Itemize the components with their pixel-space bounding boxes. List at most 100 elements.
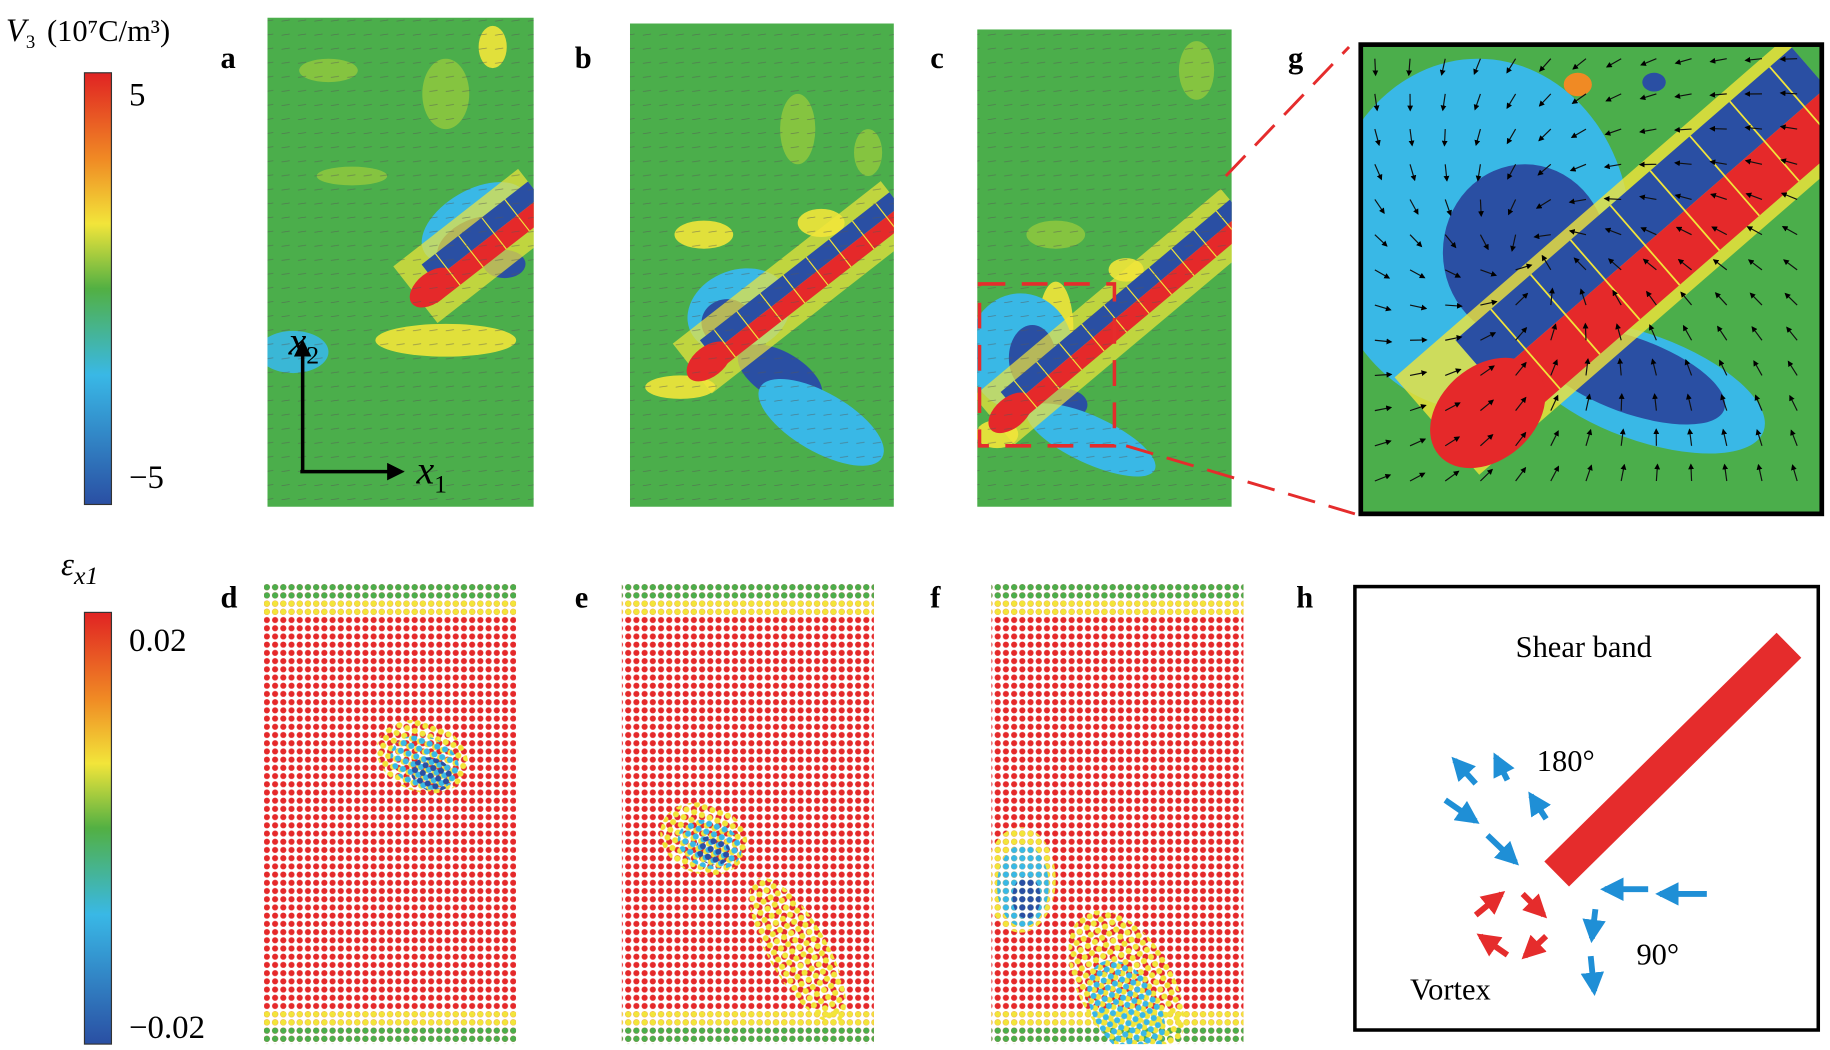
field-arrow: [1445, 302, 1463, 309]
field-arrow: [1571, 93, 1587, 105]
subscript: 1: [434, 470, 447, 499]
field-arrow: [1374, 199, 1385, 215]
band-seg: [1609, 204, 1681, 286]
field-arrow: [1506, 58, 1517, 74]
field-arrow: [1640, 227, 1657, 236]
dots-top2: [263, 599, 517, 616]
field-arrow: [1720, 393, 1728, 411]
vector-arrow: [1451, 756, 1478, 786]
field-arrow: [1744, 158, 1763, 165]
panel-label: a: [221, 41, 236, 75]
field-arrow: [1372, 58, 1379, 77]
colorbar-label: εx1: [61, 547, 98, 590]
field-arrow: [1585, 464, 1593, 482]
subscript: x1: [73, 561, 98, 590]
field-arrow: [1652, 393, 1658, 411]
field-arrow: [1686, 393, 1693, 411]
field-arrow: [1639, 194, 1657, 201]
field-arrow: [1444, 436, 1461, 447]
field-arrow: [1674, 193, 1692, 201]
band-seg: [1490, 308, 1561, 390]
field-arrow: [1374, 304, 1392, 312]
field-arrow: [1515, 396, 1527, 411]
field-arrow: [1789, 394, 1798, 411]
field-arrow: [1674, 160, 1692, 167]
field-arrow: [1710, 193, 1727, 201]
field-arrow: [1550, 394, 1559, 411]
subscript: 2: [306, 341, 319, 370]
field-arrow: [1478, 199, 1484, 218]
dots-top2: [621, 599, 874, 616]
field-arrow: [1585, 428, 1593, 446]
dots-top2: [991, 599, 1244, 616]
field-arrow: [1582, 322, 1589, 341]
field-arrow: [1374, 269, 1391, 279]
field-arrow: [1604, 227, 1622, 236]
field-arrow: [1755, 429, 1763, 446]
field-arrow: [1374, 371, 1393, 378]
patch: [1642, 72, 1666, 92]
field-arrow: [1604, 128, 1622, 136]
field-arrow: [1441, 129, 1448, 147]
field-arrow: [1374, 439, 1392, 447]
field-arrow: [1480, 433, 1494, 447]
dots-red: [263, 583, 517, 1045]
field-arrow: [1443, 164, 1450, 182]
field-arrow: [1538, 93, 1552, 107]
field-arrow: [1444, 269, 1462, 278]
schematic-text: 180°: [1537, 744, 1595, 778]
field-arrow: [1480, 332, 1497, 341]
field-arrow: [1409, 199, 1419, 215]
symbol: x: [288, 318, 307, 363]
field-arrow: [1506, 128, 1517, 145]
field-arrow: [1507, 163, 1517, 180]
axis-label: x1: [415, 447, 447, 498]
field-arrow: [1374, 338, 1393, 345]
field-arrow: [1479, 234, 1489, 251]
field-arrow: [1780, 192, 1798, 201]
field-arrow: [1746, 226, 1763, 236]
field-arrow: [1754, 394, 1763, 411]
field-arrow: [1480, 365, 1495, 376]
field-arrow: [1510, 234, 1517, 252]
field-arrow: [1569, 163, 1587, 172]
field-arrow: [1744, 124, 1763, 131]
field-arrow: [1515, 466, 1527, 482]
field-arrow: [1749, 292, 1763, 306]
field-arrow: [1642, 258, 1657, 271]
band-seg: [1649, 170, 1721, 251]
field-arrow: [1674, 58, 1692, 65]
field-arrow: [1674, 126, 1692, 133]
panel-label: b: [575, 41, 592, 75]
field-arrow: [1480, 269, 1497, 277]
field-arrow: [1480, 468, 1494, 482]
band-seg: [1569, 239, 1641, 321]
field-arrow: [1605, 58, 1622, 68]
field-arrow: [1603, 163, 1622, 170]
panel-label: d: [221, 581, 238, 615]
field-arrow: [1617, 357, 1624, 376]
panels: [263, 17, 1825, 1045]
field-arrow: [1409, 472, 1426, 482]
field-arrow: [1445, 368, 1462, 376]
colorbar: [83, 72, 113, 506]
vector-arrow: [1521, 934, 1549, 960]
field-arrow: [1688, 463, 1695, 482]
field-arrow: [1374, 128, 1381, 147]
field-arrow: [1584, 357, 1591, 376]
colorbar: [83, 611, 113, 1045]
field-arrow: [1515, 326, 1528, 341]
field-arrow: [1618, 393, 1625, 411]
shear-band-bar: [1544, 632, 1802, 887]
field-arrow: [1409, 304, 1428, 311]
field-arrow: [1719, 359, 1728, 376]
field-arrow: [1639, 93, 1657, 101]
panel: [1360, 44, 1822, 514]
dots-top: [621, 583, 874, 600]
dots-bottom2: [263, 1027, 517, 1045]
field-arrow: [1539, 58, 1552, 72]
field: [267, 17, 534, 507]
dot-blob: [749, 877, 846, 1023]
field-arrow: [1585, 393, 1592, 411]
